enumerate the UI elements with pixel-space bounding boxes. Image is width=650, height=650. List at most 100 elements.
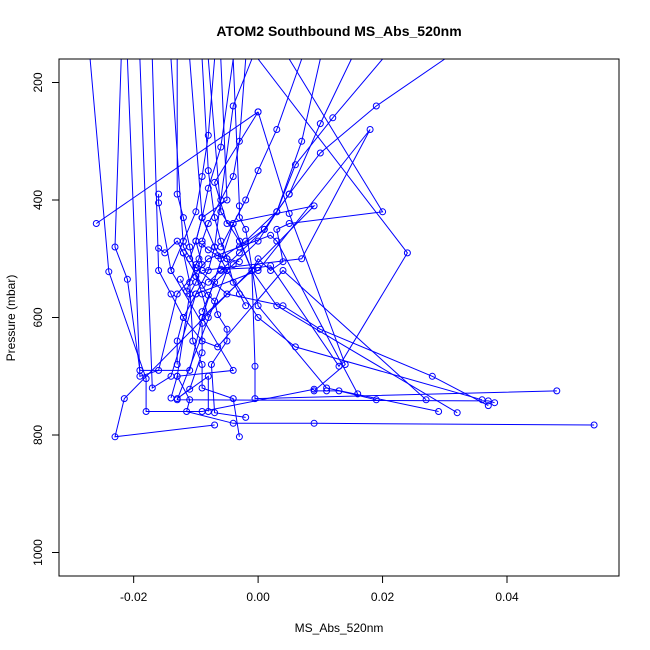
series-line <box>176 59 495 404</box>
data-point <box>186 385 194 393</box>
series-line <box>201 59 321 312</box>
data-point <box>217 208 225 216</box>
data-point <box>217 255 225 263</box>
series-line <box>170 59 228 399</box>
series-line <box>89 59 315 412</box>
data-point <box>285 190 293 198</box>
data-point <box>167 267 175 274</box>
data-point <box>155 190 163 198</box>
x-tick-label: 0.04 <box>495 590 519 604</box>
data-point <box>273 126 281 133</box>
data-point <box>198 361 206 368</box>
data-point <box>298 255 306 263</box>
data-point <box>214 343 222 351</box>
data-point <box>186 243 194 251</box>
data-point <box>155 244 163 252</box>
series-24 <box>217 59 383 263</box>
data-point <box>310 419 318 427</box>
series-line <box>220 59 303 248</box>
data-point <box>173 190 181 198</box>
data-point <box>211 409 219 417</box>
data-point <box>198 349 206 357</box>
series-line <box>201 59 247 307</box>
data-point <box>251 395 259 403</box>
series-27 <box>167 59 216 274</box>
y-axis-label: Pressure (mbar) <box>4 275 18 362</box>
data-point <box>229 278 237 286</box>
data-point <box>198 308 206 316</box>
data-point <box>161 249 169 257</box>
data-point <box>186 255 194 263</box>
data-point <box>229 173 237 180</box>
data-point <box>142 408 150 415</box>
series-28 <box>198 59 247 245</box>
data-point <box>198 384 206 392</box>
data-point <box>229 220 237 227</box>
data-point <box>316 149 324 157</box>
data-point <box>354 390 362 398</box>
series-line <box>151 59 427 401</box>
series-line <box>170 59 489 407</box>
data-point <box>167 394 175 402</box>
data-point <box>198 319 206 327</box>
data-point <box>204 220 212 227</box>
data-point <box>366 126 374 133</box>
series-line <box>170 59 216 271</box>
data-point <box>229 102 237 110</box>
y-axis: 200 400 600 800 1000 <box>31 72 60 566</box>
data-point <box>273 237 281 245</box>
x-tick-label: 0.00 <box>246 590 270 604</box>
data-point <box>204 278 212 286</box>
data-point <box>242 302 250 310</box>
data-point <box>211 297 219 305</box>
data-point <box>167 372 175 380</box>
y-tick-label: 600 <box>31 307 45 327</box>
data-point <box>173 337 181 345</box>
data-point <box>242 196 250 204</box>
series-line <box>139 59 371 389</box>
data-point <box>279 302 287 310</box>
data-point <box>229 261 237 269</box>
y-tick-label: 800 <box>31 425 45 445</box>
data-point <box>242 225 250 233</box>
data-point <box>254 314 262 321</box>
x-axis-label: MS_Abs_520nm <box>295 621 384 635</box>
x-tick-label: 0.02 <box>371 590 395 604</box>
series-25 <box>235 59 446 251</box>
data-point <box>214 311 222 319</box>
series-line <box>176 59 253 365</box>
data-point <box>254 255 262 263</box>
data-point <box>155 366 163 374</box>
data-point <box>198 337 206 345</box>
data-point <box>204 184 212 192</box>
data-point <box>372 102 380 110</box>
data-point <box>273 208 281 216</box>
data-point <box>173 290 181 298</box>
data-point <box>251 362 259 370</box>
series-layer <box>89 59 598 441</box>
y-tick-label: 1000 <box>31 539 45 566</box>
series-3 <box>92 108 318 441</box>
data-point <box>155 199 163 207</box>
series-line <box>158 194 209 412</box>
data-point <box>211 178 219 186</box>
chart-title: ATOM2 Southbound MS_Abs_520nm <box>216 23 461 39</box>
series-15 <box>170 59 492 410</box>
data-point <box>204 167 212 175</box>
data-point <box>329 114 337 122</box>
x-axis: -0.02 0.00 0.02 0.04 <box>120 575 519 604</box>
y-tick-label: 400 <box>31 190 45 210</box>
data-point <box>242 413 250 421</box>
data-point <box>179 314 187 321</box>
data-point <box>590 421 598 429</box>
data-point <box>192 208 200 216</box>
data-point <box>254 108 262 116</box>
data-point <box>223 290 231 298</box>
data-point <box>148 384 156 392</box>
data-point <box>335 362 343 370</box>
data-point <box>207 361 215 368</box>
data-point <box>204 246 212 254</box>
data-point <box>173 361 181 368</box>
data-point <box>235 137 243 145</box>
data-point <box>310 202 318 210</box>
